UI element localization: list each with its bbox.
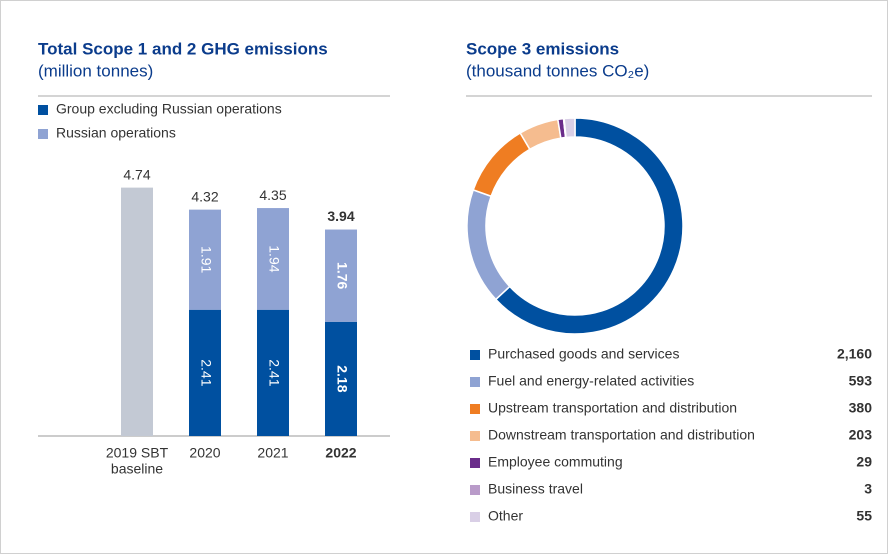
value-label: 55 — [856, 508, 872, 524]
total-label: 4.74 — [123, 166, 150, 182]
bar-segment — [325, 229, 357, 322]
bar-segment — [257, 208, 289, 310]
bar-segment — [257, 309, 289, 436]
value-label: 380 — [849, 400, 873, 416]
donut-slice — [494, 117, 684, 335]
legend-label: Business travel — [488, 481, 583, 497]
legend-swatch — [470, 377, 480, 387]
legend-swatch — [38, 129, 48, 139]
legend-label: Other — [488, 508, 523, 524]
legend-label: Upstream transportation and distribution — [488, 400, 737, 416]
segment-label: 2.18 — [334, 365, 350, 392]
chart-title: Total Scope 1 and 2 GHG emissions — [38, 39, 328, 58]
legend-swatch — [470, 404, 480, 414]
x-tick-label: 2021 — [257, 445, 288, 461]
legend-label: Downstream transportation and distributi… — [488, 427, 755, 443]
legend-swatch — [470, 431, 480, 441]
chart-subtitle: (thousand tonnes CO₂e) — [466, 61, 649, 80]
legend-swatch — [470, 458, 480, 468]
legend-swatch — [470, 350, 480, 360]
bar-segment — [325, 321, 357, 436]
value-label: 593 — [849, 373, 873, 389]
value-label: 3 — [864, 481, 872, 497]
value-label: 29 — [856, 454, 872, 470]
value-label: 203 — [849, 427, 873, 443]
legend-label: Purchased goods and services — [488, 346, 679, 362]
chart-title: Scope 3 emissions — [466, 39, 619, 58]
x-tick-label: 2020 — [189, 445, 220, 461]
legend-label: Employee commuting — [488, 454, 623, 470]
bar-segment — [189, 209, 221, 310]
x-tick-label: 2022 — [325, 445, 356, 461]
legend-label: Russian operations — [56, 125, 176, 141]
bar-segment — [189, 309, 221, 436]
value-label: 2,160 — [837, 346, 872, 362]
total-label: 4.32 — [191, 188, 218, 204]
legend-swatch — [38, 105, 48, 115]
segment-label: 2.41 — [198, 359, 214, 386]
total-label: 4.35 — [259, 187, 286, 203]
legend-swatch — [470, 512, 480, 522]
segment-label: 1.76 — [334, 262, 350, 289]
segment-label: 1.94 — [266, 245, 282, 272]
total-label: 3.94 — [327, 208, 354, 224]
x-tick-label: baseline — [111, 461, 163, 477]
legend-label: Fuel and energy-related activities — [488, 373, 694, 389]
legend-label: Group excluding Russian operations — [56, 101, 282, 117]
segment-label: 2.41 — [266, 359, 282, 386]
x-tick-label: 2019 SBT — [106, 445, 169, 461]
chart-subtitle: (million tonnes) — [38, 61, 153, 80]
segment-label: 1.91 — [198, 246, 214, 273]
legend-swatch — [470, 485, 480, 495]
bar — [121, 187, 153, 436]
donut-slice — [563, 117, 576, 139]
